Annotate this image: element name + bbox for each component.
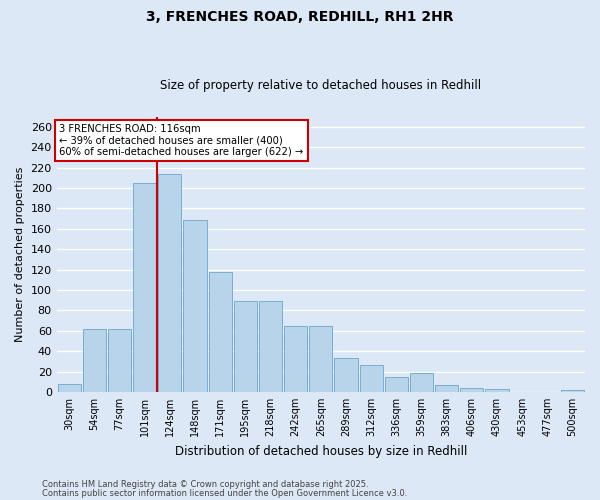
Bar [561,390,584,392]
Title: Size of property relative to detached houses in Redhill: Size of property relative to detached ho… [160,79,481,92]
Bar [108,328,131,392]
Text: 3 FRENCHES ROAD: 116sqm
← 39% of detached houses are smaller (400)
60% of semi-d: 3 FRENCHES ROAD: 116sqm ← 39% of detache… [59,124,304,157]
Bar [435,385,458,392]
Bar [460,388,484,392]
Text: Contains HM Land Registry data © Crown copyright and database right 2025.: Contains HM Land Registry data © Crown c… [42,480,368,489]
Bar [83,328,106,392]
Bar [284,326,307,392]
Bar [410,372,433,392]
Bar [259,301,282,392]
Bar [209,272,232,392]
Bar [184,220,206,392]
Bar [485,389,509,392]
Bar [309,326,332,392]
Bar [234,301,257,392]
Bar [133,183,156,392]
Bar [359,366,383,392]
Bar [334,358,358,392]
Y-axis label: Number of detached properties: Number of detached properties [15,166,25,342]
Text: Contains public sector information licensed under the Open Government Licence v3: Contains public sector information licen… [42,488,407,498]
Text: 3, FRENCHES ROAD, REDHILL, RH1 2HR: 3, FRENCHES ROAD, REDHILL, RH1 2HR [146,10,454,24]
X-axis label: Distribution of detached houses by size in Redhill: Distribution of detached houses by size … [175,444,467,458]
Bar [158,174,181,392]
Bar [58,384,81,392]
Bar [385,376,408,392]
